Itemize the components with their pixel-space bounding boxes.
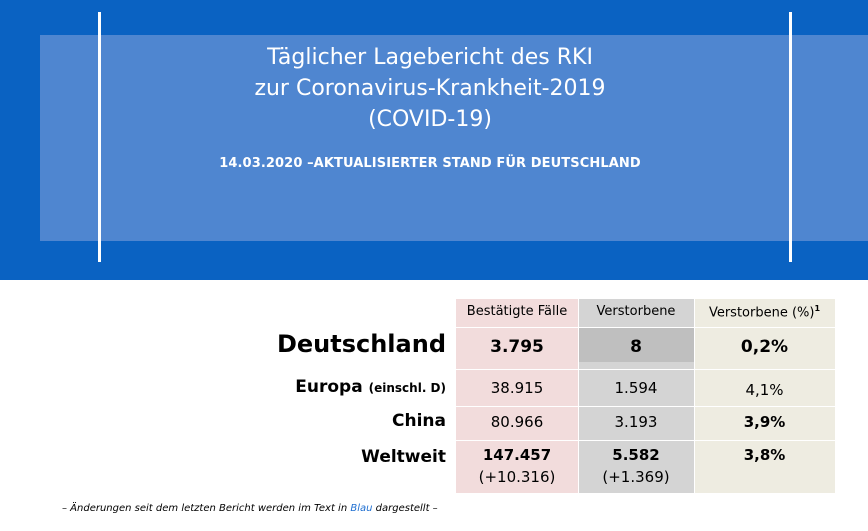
title-line-1: Täglicher Lagebericht des RKI [267,45,593,70]
deaths-weltweit-change: (+1.369) [602,468,670,486]
column-divider [694,299,695,493]
cases-europa: 38.915 [490,379,544,397]
col-header-percent-label: Verstorbene (%) [708,305,815,321]
row-label-europa-suffix: (einschl. D) [368,381,446,395]
deaths-highlight-bg [578,328,694,362]
changes-footnote: – Änderungen seit dem letzten Bericht we… [62,503,438,514]
header-banner: Täglicher Lagebericht des RKI zur Corona… [0,0,868,280]
banner-left-rule [98,12,101,262]
title-line-3: (COVID-19) [368,107,492,132]
row-label-europa-text: Europa [295,377,363,397]
header-inner-panel [40,35,868,241]
deaths-china: 3.193 [614,413,658,431]
column-divider [578,299,579,493]
percent-weltweit: 3,8% [743,446,786,464]
row-label-europa: Europa (einschl. D) [295,377,446,397]
percent-europa: 4,1% [745,381,784,399]
footnote-prefix: – Änderungen seit dem letzten Bericht we… [62,503,351,514]
row-divider [456,406,835,407]
title-line-2: zur Coronavirus-Krankheit-2019 [254,76,606,101]
row-divider [456,327,835,328]
row-divider [456,440,835,441]
cases-weltweit: 147.457 [482,446,552,464]
col-header-cases: Bestätigte Fälle [466,304,568,319]
report-subtitle: 14.03.2020 –AKTUALISIERTER STAND FÜR DEU… [219,156,641,171]
row-label-weltweit: Weltweit [361,447,446,467]
deaths-europa: 1.594 [614,379,658,397]
footnote-suffix: dargestellt – [372,503,438,514]
cases-column-bg [456,299,578,493]
footnote-marker: 1 [814,304,821,313]
report-title: Täglicher Lagebericht des RKI zur Corona… [140,42,720,135]
deaths-deutschland: 8 [630,337,642,357]
percent-china: 3,9% [743,413,786,431]
percent-column-bg [694,299,835,493]
col-header-deaths: Verstorbene [596,304,676,319]
cases-deutschland: 3.795 [490,337,544,357]
col-header-percent: Verstorbene (%)1 [694,304,835,320]
deaths-weltweit: 5.582 [612,446,660,464]
cases-china: 80.966 [490,413,544,431]
row-divider [456,369,835,370]
row-label-deutschland: Deutschland [276,330,446,358]
footnote-highlight: Blau [350,503,373,514]
row-label-china: China [392,411,446,431]
cases-weltweit-change: (+10.316) [478,468,556,486]
banner-right-rule [789,12,792,262]
percent-deutschland: 0,2% [740,337,789,357]
